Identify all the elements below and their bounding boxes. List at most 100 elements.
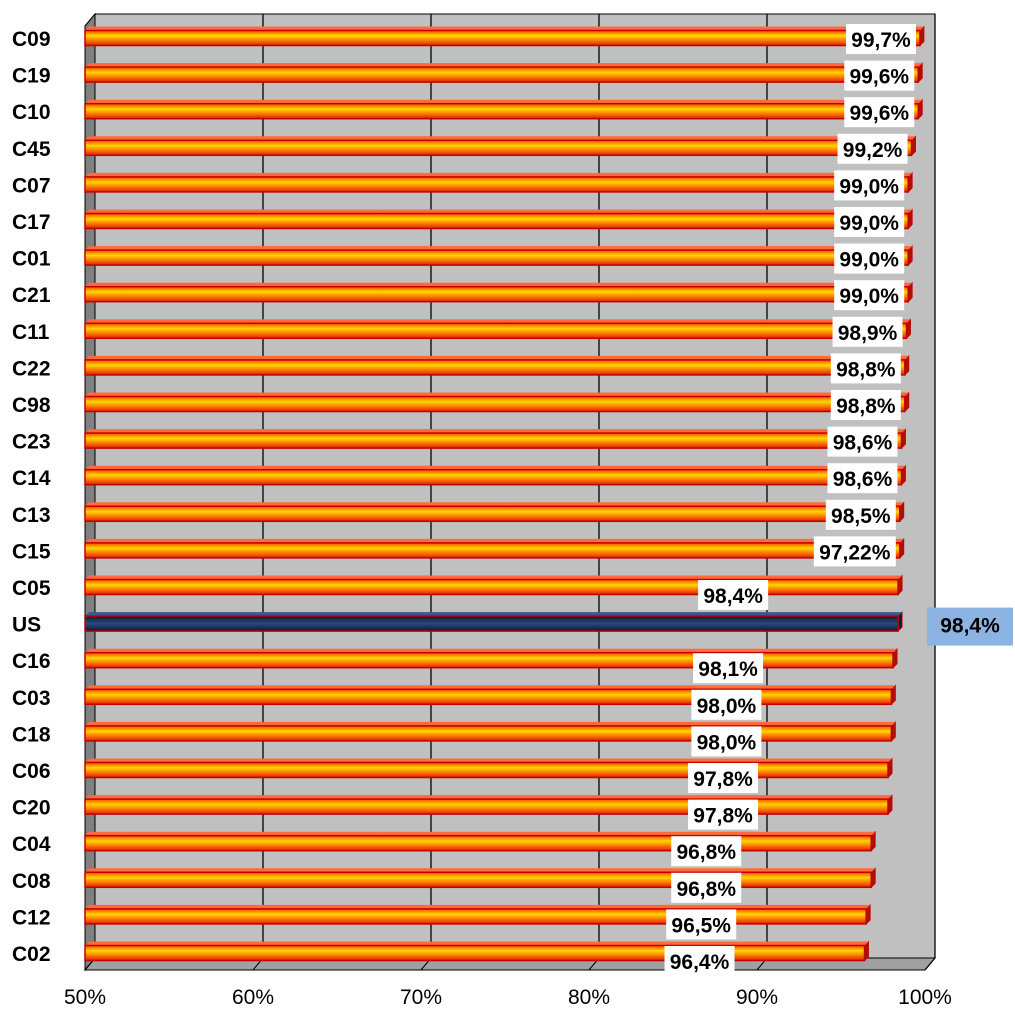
data-label-bg	[671, 872, 742, 903]
data-label-text: 96,5%	[671, 914, 731, 937]
data-label-bg	[834, 170, 905, 201]
bar-face	[84, 395, 906, 413]
category-label: C12	[12, 906, 51, 929]
bar-c15	[84, 537, 905, 559]
data-label-c01: 99,0%	[834, 243, 905, 274]
bar-top	[85, 904, 871, 909]
bar-top	[85, 721, 896, 726]
bar-c02	[84, 940, 869, 962]
bar-face	[84, 908, 867, 925]
data-label-c17: 99,0%	[834, 207, 905, 237]
data-label-c22: 98,8%	[830, 353, 901, 384]
x-tick-label: 80%	[568, 986, 610, 1009]
data-label-c09: 99,7%	[845, 24, 916, 54]
category-label: C98	[12, 394, 51, 417]
bar-c45	[84, 135, 916, 157]
category-labels: C09 C19 C10 C45 C07 C17 C01 C21 C11 C22 C98 C23 C14 C…	[12, 28, 51, 966]
category-label: C18	[12, 723, 51, 746]
bar-top	[85, 575, 903, 580]
bar-top	[85, 685, 896, 690]
data-label-c08: 96,8%	[671, 872, 742, 903]
bar-face	[84, 761, 889, 779]
x-axis-ticks: 50% 60% 70% 80% 90% 100%	[64, 986, 952, 1009]
data-label-bg	[834, 280, 905, 311]
bar-top	[85, 429, 906, 434]
data-label-bg	[664, 946, 735, 976]
data-label-bg	[830, 390, 901, 420]
category-label: C07	[12, 174, 51, 197]
data-labels: 99,7% 99,6% 99,6% 99,2% 99,0% 99,0% 99,0% 99,0%…	[664, 24, 1013, 976]
data-label-bg	[693, 653, 764, 684]
bar-face	[84, 176, 909, 193]
bar-face	[84, 944, 866, 962]
data-label-bg	[671, 836, 742, 867]
category-label: C45	[12, 138, 51, 161]
bar-top	[85, 795, 893, 800]
data-label-c03: 98,0%	[691, 689, 762, 720]
data-label-text: 98,0%	[697, 731, 757, 754]
bar-face	[84, 468, 903, 486]
bar-c16	[84, 647, 898, 669]
data-label-bg	[844, 60, 915, 91]
bar-us	[84, 611, 903, 633]
bar-c07	[84, 171, 913, 193]
data-label-text: 97,8%	[693, 768, 753, 791]
category-label: C08	[12, 870, 51, 893]
category-label: C20	[12, 797, 51, 820]
bar-face	[84, 432, 903, 449]
bar-c98	[84, 391, 910, 413]
category-label: C10	[12, 101, 51, 124]
category-label: C23	[12, 431, 51, 454]
data-label-bg	[698, 580, 769, 610]
bar-face	[84, 651, 894, 669]
bar-top	[85, 172, 913, 177]
bar-face	[84, 871, 872, 889]
bar-top	[85, 209, 913, 214]
bar-c01	[84, 245, 913, 267]
bar-top	[85, 502, 904, 507]
data-label-text: 98,5%	[831, 505, 891, 528]
data-label-bg	[845, 24, 916, 54]
category-label: C06	[12, 760, 51, 783]
data-label-bg	[691, 726, 762, 757]
data-label-text: 99,6%	[850, 66, 910, 89]
bar-face	[84, 578, 899, 596]
data-label-c20: 97,8%	[688, 799, 759, 830]
data-label-c19: 99,6%	[844, 60, 915, 91]
data-label-text: 99,0%	[839, 212, 899, 235]
data-label-c21: 99,0%	[834, 280, 905, 311]
x-tick-label: 60%	[232, 986, 274, 1009]
bar-top	[85, 941, 869, 946]
data-label-text: 99,0%	[839, 285, 899, 308]
bar-top	[85, 99, 923, 104]
bar-face	[84, 102, 920, 120]
category-label: C17	[12, 211, 51, 234]
data-label-c02: 96,4%	[664, 946, 735, 976]
data-label-bg	[830, 353, 901, 384]
category-label: C13	[12, 504, 51, 527]
data-label-text: 98,4%	[703, 585, 763, 608]
plot-background	[84, 13, 936, 971]
bar-face	[84, 542, 901, 559]
bar-c05	[84, 574, 903, 596]
data-label-text: 98,6%	[833, 468, 893, 491]
bar-face	[84, 505, 901, 523]
data-label-text: 97,22%	[819, 541, 891, 564]
bar-face	[84, 725, 893, 742]
data-label-text: 97,8%	[693, 805, 753, 828]
bar-top	[85, 136, 916, 141]
data-label-c14: 98,6%	[827, 463, 898, 494]
bar-top	[85, 392, 909, 397]
data-label-bg	[834, 243, 905, 274]
tick-mark	[924, 957, 936, 971]
data-label-bg	[688, 799, 759, 830]
bar-top	[85, 319, 911, 324]
bar-c10	[84, 98, 923, 120]
data-label-text: 96,8%	[676, 841, 736, 864]
data-label-c23: 98,6%	[827, 426, 898, 457]
data-label-text: 98,4%	[940, 615, 1000, 638]
x-tick-label: 100%	[898, 986, 952, 1009]
bar-c18	[84, 720, 896, 742]
data-label-c07: 99,0%	[834, 170, 905, 201]
